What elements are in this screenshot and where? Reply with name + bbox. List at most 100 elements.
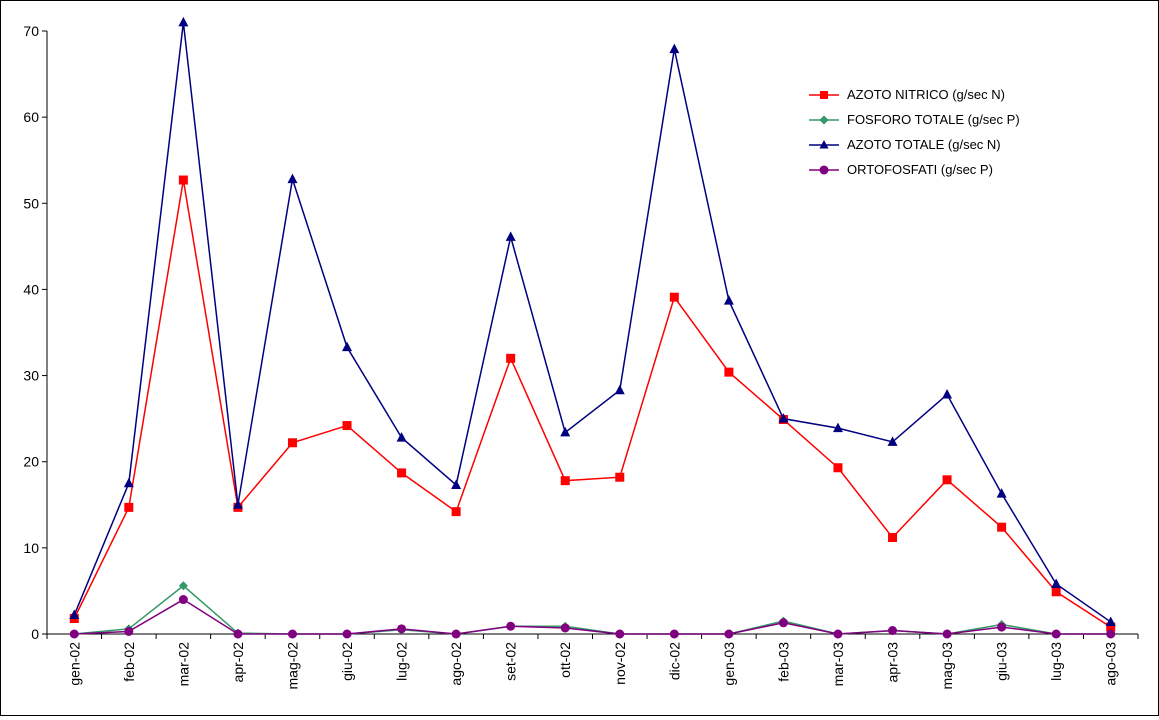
- y-tick-label: 10: [23, 540, 39, 556]
- x-tick-label: mar-02: [175, 642, 191, 687]
- data-point-triangle: [342, 341, 353, 352]
- x-tick-label: mag-03: [939, 642, 955, 690]
- data-point-circle: [997, 622, 1007, 632]
- data-point-square: [560, 476, 570, 486]
- y-tick-label: 20: [23, 454, 39, 470]
- y-tick-label: 0: [31, 626, 39, 642]
- series-line: [74, 598, 1111, 635]
- data-point-triangle: [1051, 578, 1062, 589]
- data-point-circle: [1051, 629, 1061, 639]
- x-tick-label: gen-03: [721, 642, 737, 686]
- data-point-square: [124, 502, 134, 512]
- data-point-triangle: [396, 432, 407, 442]
- data-point-triangle: [505, 231, 516, 241]
- x-tick-label: giu-03: [994, 642, 1010, 681]
- data-point-circle: [942, 629, 952, 639]
- series-line: [74, 584, 1111, 635]
- data-point-triangle: [942, 389, 953, 399]
- data-point-circle: [669, 629, 679, 639]
- data-point-square: [833, 463, 843, 473]
- data-point-circle: [506, 621, 516, 631]
- data-point-square: [506, 353, 516, 363]
- data-point-square: [997, 522, 1007, 532]
- y-tick-label: 70: [23, 23, 39, 39]
- y-tick-label: 60: [23, 109, 39, 125]
- data-point-triangle: [451, 479, 462, 489]
- x-tick-label: nov-02: [612, 642, 628, 685]
- x-tick-label: dic-02: [666, 642, 682, 680]
- x-tick-label: apr-03: [885, 642, 901, 683]
- data-point-triangle: [723, 295, 734, 305]
- x-tick-label: lug-03: [1048, 642, 1064, 681]
- data-point-circle: [560, 623, 570, 633]
- x-tick-label: lug-02: [394, 642, 410, 681]
- data-point-triangle: [996, 488, 1007, 498]
- legend-label: ORTOFOSFATI (g/sec P): [847, 162, 993, 177]
- legend-label: FOSFORO TOTALE (g/sec P): [847, 112, 1020, 127]
- data-point-circle: [888, 626, 898, 636]
- data-point-square: [397, 468, 407, 478]
- data-point-circle: [233, 629, 243, 639]
- data-point-square: [178, 175, 188, 185]
- y-tick-label: 40: [23, 281, 39, 297]
- data-point-square: [888, 533, 898, 543]
- x-tick-label: ott-02: [557, 642, 573, 678]
- data-point-triangle: [560, 426, 571, 437]
- data-point-circle: [397, 624, 407, 634]
- data-point-triangle: [1105, 616, 1116, 626]
- data-point-square: [724, 367, 734, 377]
- x-tick-label: mag-02: [284, 642, 300, 690]
- series-line: [73, 22, 1112, 623]
- legend-label: AZOTO TOTALE (g/sec N): [847, 137, 1001, 152]
- legend-swatch-circle: [809, 165, 839, 175]
- data-point-triangle: [887, 436, 898, 446]
- data-point-square: [342, 421, 352, 431]
- data-point-circle: [615, 629, 625, 639]
- data-point-triangle: [832, 422, 843, 433]
- data-point-circle: [178, 595, 188, 605]
- data-point-circle: [451, 629, 461, 639]
- series-line: [73, 179, 1112, 628]
- data-point-square: [1106, 622, 1116, 632]
- legend-swatch-triangle: [809, 140, 839, 149]
- data-point-triangle: [669, 43, 680, 54]
- data-point-circle: [69, 629, 79, 639]
- x-tick-label: gen-02: [66, 642, 82, 686]
- data-point-triangle: [69, 609, 80, 620]
- x-tick-label: feb-03: [775, 642, 791, 682]
- data-point-square: [1051, 587, 1061, 597]
- data-point-circle: [833, 629, 843, 639]
- data-point-triangle: [778, 413, 789, 423]
- legend-swatch-diamond: [809, 115, 839, 125]
- y-tick-label: 30: [23, 368, 39, 384]
- data-point-square: [615, 472, 625, 482]
- legend-label: AZOTO NITRICO (g/sec N): [847, 87, 1005, 102]
- data-point-triangle: [232, 499, 243, 509]
- data-point-square: [287, 438, 297, 448]
- x-tick-label: giu-02: [339, 642, 355, 681]
- data-point-circle: [287, 629, 297, 639]
- data-point-circle: [724, 629, 734, 639]
- x-tick-label: ago-02: [448, 642, 464, 686]
- data-point-triangle: [614, 384, 625, 395]
- x-tick-label: feb-02: [121, 642, 137, 682]
- data-point-diamond: [178, 581, 188, 591]
- data-point-circle: [124, 626, 134, 636]
- data-point-triangle: [178, 16, 189, 27]
- data-point-circle: [778, 618, 788, 628]
- x-tick-label: set-02: [503, 642, 519, 681]
- data-point-triangle: [123, 477, 134, 488]
- x-tick-label: mar-03: [830, 642, 846, 687]
- data-point-square: [942, 475, 952, 485]
- y-tick-label: 50: [23, 195, 39, 211]
- data-point-square: [669, 292, 679, 302]
- legend-swatch-square: [809, 91, 839, 99]
- data-point-circle: [342, 629, 352, 639]
- data-point-circle: [1106, 629, 1116, 639]
- data-point-square: [451, 507, 461, 517]
- x-tick-label: apr-02: [230, 642, 246, 683]
- x-tick-label: ago-03: [1103, 642, 1119, 686]
- data-point-triangle: [287, 173, 298, 184]
